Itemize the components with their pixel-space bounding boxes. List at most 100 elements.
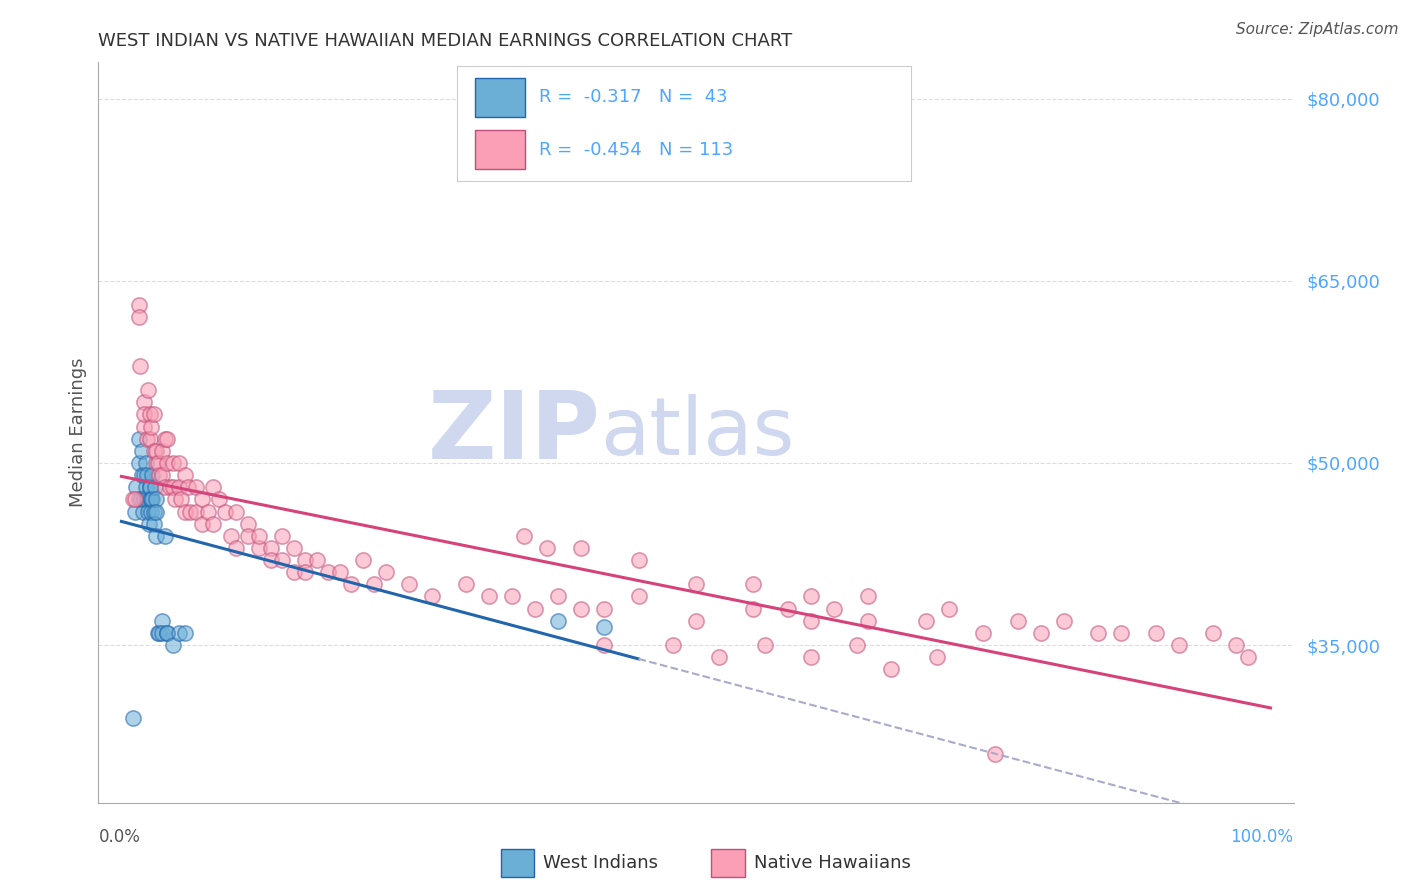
Point [707, 650, 730, 665]
Point [202, 480, 225, 494]
Point [136, 504, 159, 518]
Point [536, 541, 558, 555]
Point [208, 492, 231, 507]
Point [283, 565, 305, 579]
Bar [711, 849, 745, 877]
Point [398, 577, 420, 591]
Point [627, 553, 650, 567]
Point [214, 504, 236, 518]
Point [914, 614, 936, 628]
Point [131, 468, 153, 483]
Point [547, 614, 569, 628]
Point [191, 516, 214, 531]
Point [156, 456, 179, 470]
Point [167, 456, 190, 470]
Point [129, 492, 152, 507]
Point [742, 601, 765, 615]
Point [1007, 614, 1029, 628]
Point [156, 432, 179, 446]
Text: ZIP: ZIP [427, 386, 600, 479]
Point [141, 492, 163, 507]
Point [165, 492, 187, 507]
Point [247, 529, 270, 543]
Point [170, 492, 193, 507]
Point [148, 626, 170, 640]
Point [456, 577, 478, 591]
Point [547, 590, 569, 604]
Point [340, 577, 363, 591]
Point [141, 419, 163, 434]
Point [316, 565, 339, 579]
Point [236, 529, 259, 543]
Point [1053, 614, 1076, 628]
Point [145, 443, 167, 458]
Point [122, 711, 145, 725]
Point [153, 529, 176, 543]
Point [135, 468, 157, 483]
Point [139, 480, 162, 494]
Point [128, 359, 150, 373]
Point [122, 492, 145, 507]
Point [138, 516, 160, 531]
Point [135, 432, 157, 446]
Point [858, 590, 880, 604]
Point [156, 626, 179, 640]
Point [858, 614, 880, 628]
Point [128, 298, 150, 312]
Point [162, 638, 184, 652]
Text: 0.0%: 0.0% [98, 828, 141, 846]
Point [524, 601, 547, 615]
Point [363, 577, 385, 591]
Point [159, 480, 181, 494]
Text: Source: ZipAtlas.com: Source: ZipAtlas.com [1236, 22, 1399, 37]
Point [202, 516, 225, 531]
Point [145, 504, 167, 518]
Point [134, 468, 156, 483]
Bar [501, 849, 534, 877]
Point [150, 468, 173, 483]
Point [685, 614, 707, 628]
Point [132, 504, 155, 518]
Y-axis label: Median Earnings: Median Earnings [69, 358, 87, 508]
Point [294, 565, 316, 579]
Point [136, 383, 159, 397]
Point [236, 516, 259, 531]
Point [938, 601, 960, 615]
Point [184, 480, 207, 494]
Point [800, 590, 823, 604]
Point [128, 456, 150, 470]
Point [135, 480, 157, 494]
Point [135, 492, 157, 507]
Point [179, 504, 201, 518]
Point [800, 614, 823, 628]
Point [294, 553, 316, 567]
Point [627, 590, 650, 604]
Point [225, 541, 247, 555]
Point [593, 638, 616, 652]
Point [134, 492, 156, 507]
Point [1087, 626, 1109, 640]
Point [225, 504, 247, 518]
Point [139, 492, 162, 507]
Point [1109, 626, 1132, 640]
Point [134, 408, 156, 422]
Point [125, 480, 148, 494]
Point [329, 565, 352, 579]
Point [569, 601, 592, 615]
Point [593, 620, 616, 634]
Point [191, 492, 214, 507]
Point [162, 456, 184, 470]
Point [283, 541, 305, 555]
Point [145, 492, 167, 507]
Point [512, 529, 534, 543]
Point [247, 541, 270, 555]
Point [776, 601, 799, 615]
Point [352, 553, 374, 567]
Point [845, 638, 868, 652]
Point [143, 480, 166, 494]
Point [145, 529, 167, 543]
Point [156, 626, 179, 640]
Point [167, 480, 190, 494]
Point [420, 590, 443, 604]
Point [880, 662, 903, 676]
